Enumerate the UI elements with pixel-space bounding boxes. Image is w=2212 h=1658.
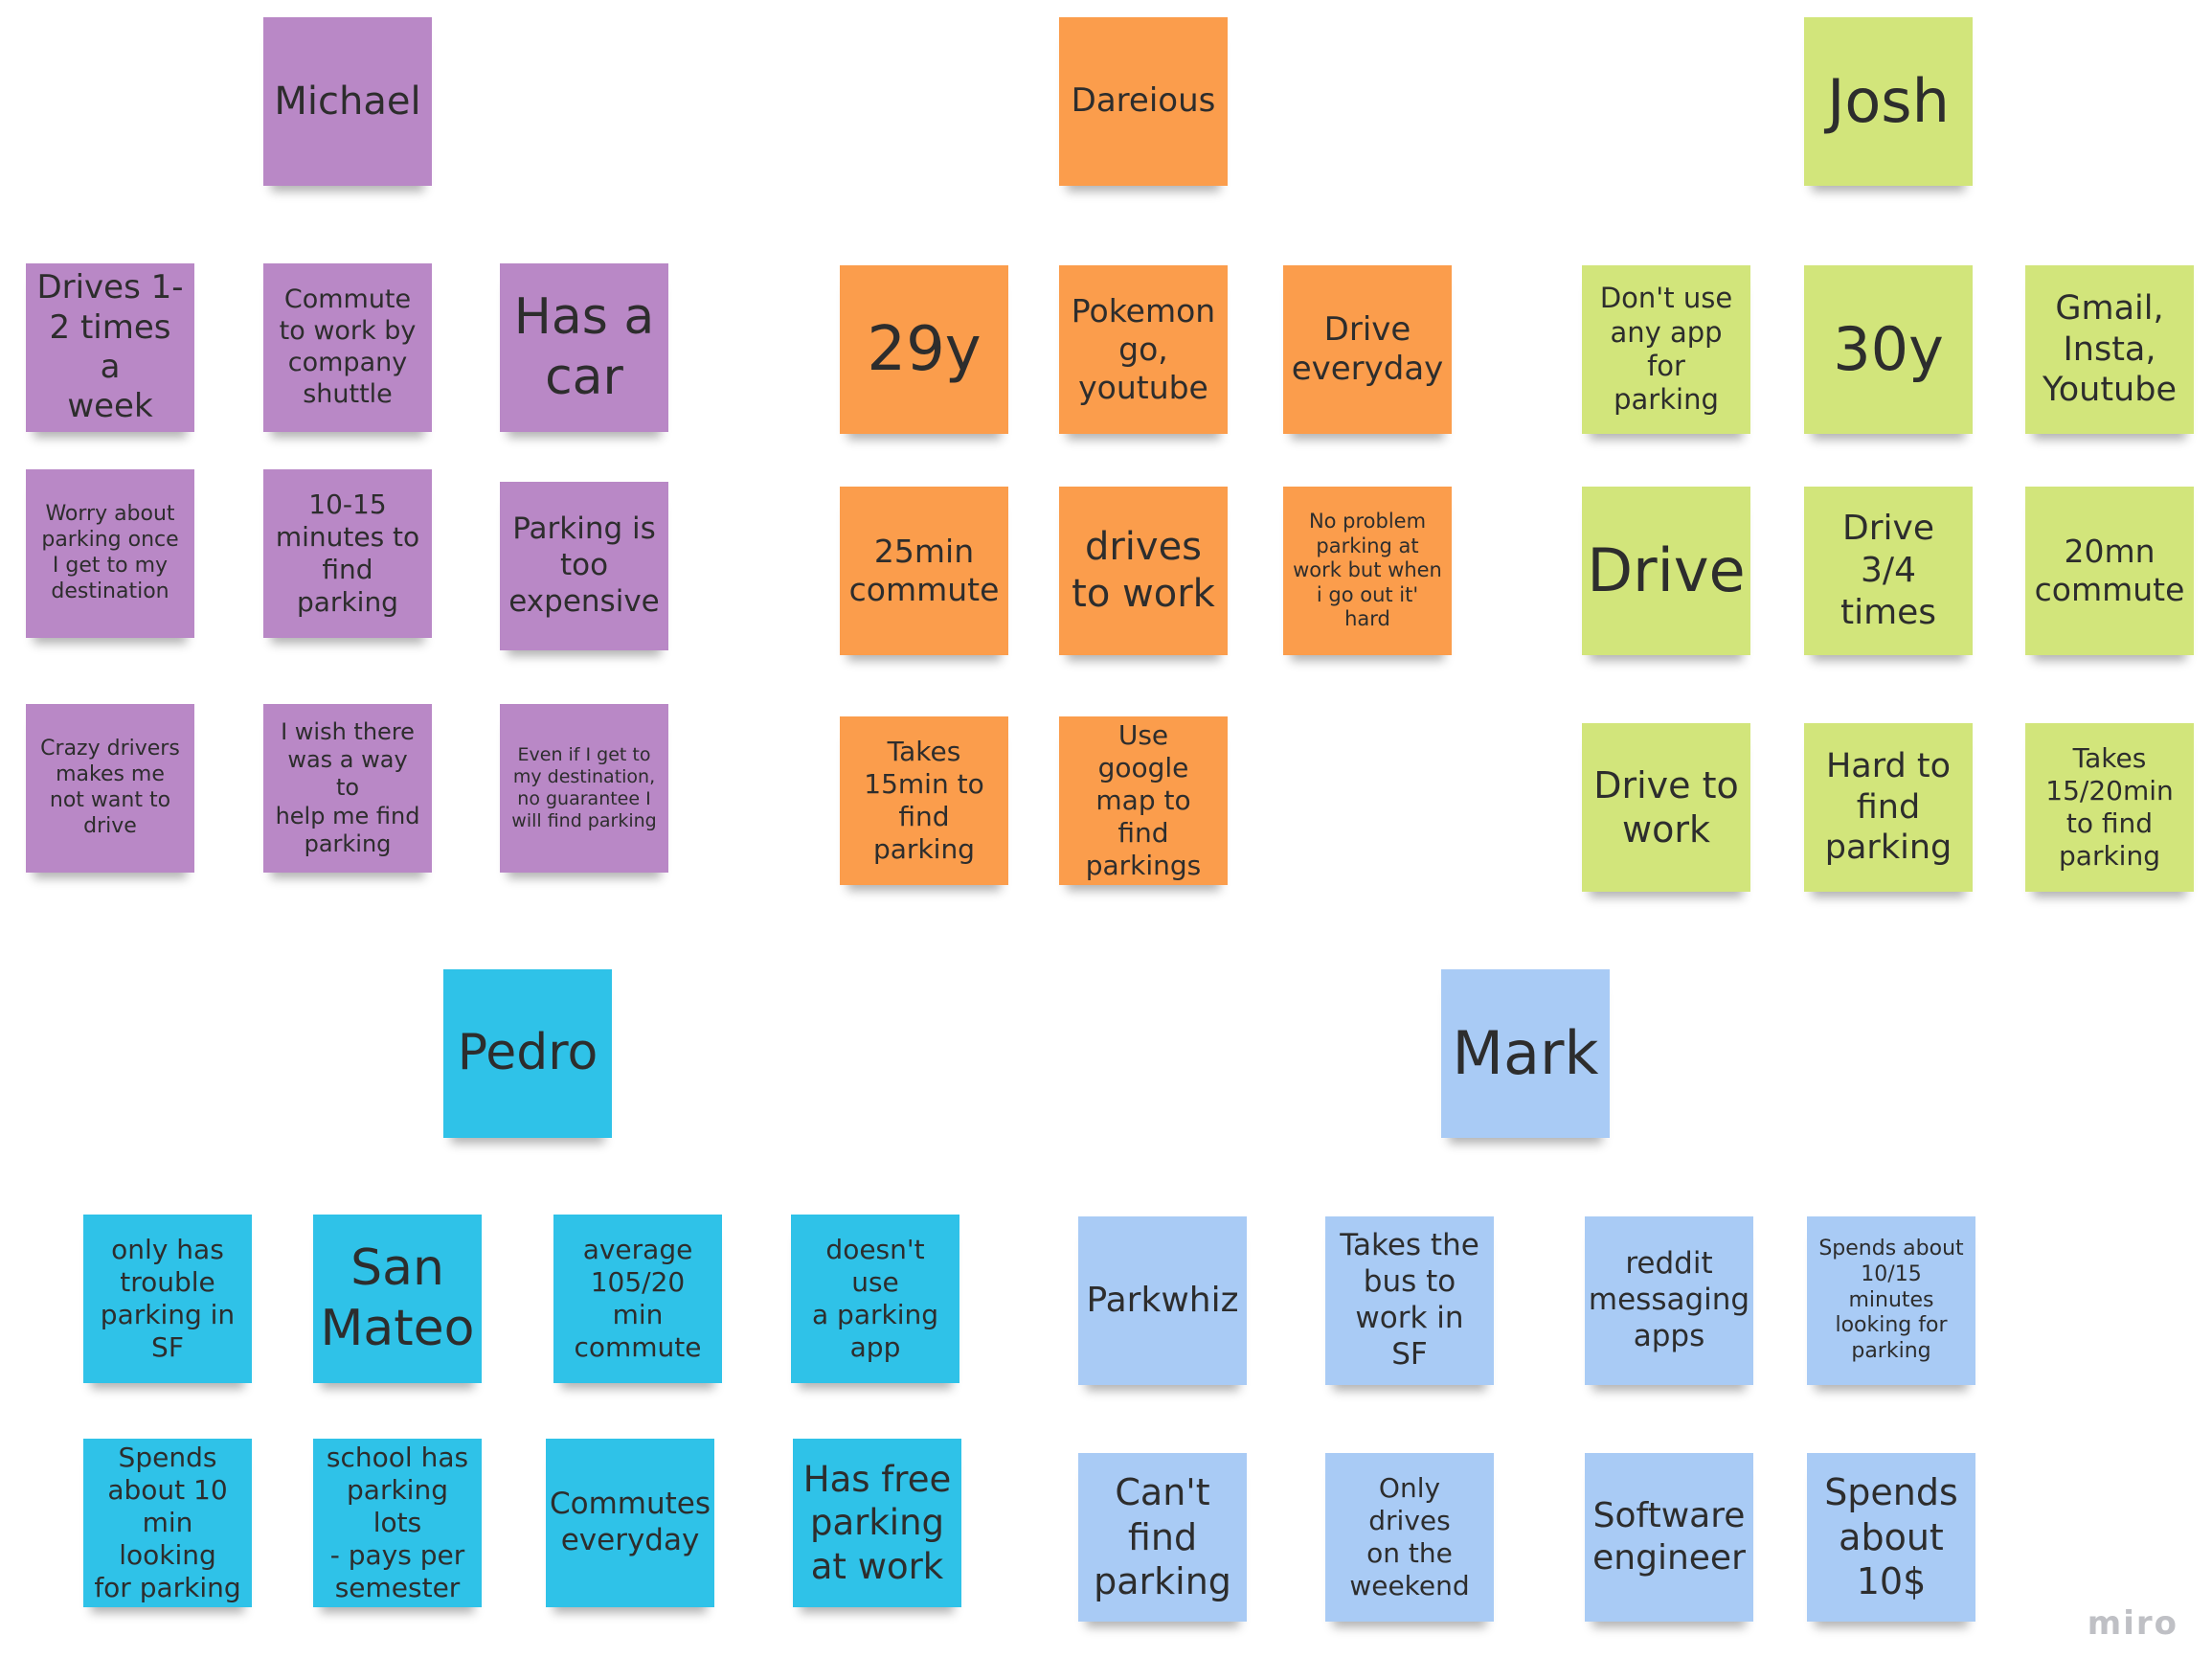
sticky-note-josh[interactable]: 30y <box>1804 265 1973 434</box>
note-text: Drive <box>1587 535 1746 606</box>
note-text: 25min commute <box>848 532 1000 608</box>
note-text: Use google map to find parkings <box>1085 718 1202 882</box>
sticky-note-dareious-header[interactable]: Dareious <box>1059 17 1228 186</box>
sticky-note-josh[interactable]: Takes 15/20min to find parking <box>2025 723 2194 892</box>
sticky-note-michael[interactable]: Crazy drivers makes me not want to drive <box>26 704 194 873</box>
note-text: Commutes everyday <box>549 1487 711 1557</box>
sticky-note-josh[interactable]: Drive to work <box>1582 723 1750 892</box>
sticky-note-dareious[interactable]: Takes 15min to find parking <box>840 716 1008 885</box>
sticky-note-josh[interactable]: Drive <box>1582 487 1750 655</box>
note-text: Mark <box>1452 1018 1599 1089</box>
note-text: I wish there was a way to help me find p… <box>275 717 420 857</box>
sticky-note-mark[interactable]: Only drives on the weekend <box>1325 1453 1494 1622</box>
sticky-note-pedro[interactable]: Commutes everyday <box>546 1439 714 1607</box>
note-text: Drive 3/4 times <box>1840 509 1937 632</box>
sticky-note-michael[interactable]: Even if I get to my destination, no guar… <box>500 704 668 873</box>
note-text: average 105/20 min commute <box>574 1233 702 1364</box>
note-text: Spends about 10/15 minutes looking for p… <box>1818 1236 1964 1364</box>
note-text: Pedro <box>457 1024 598 1082</box>
sticky-note-michael[interactable]: 10-15 minutes to find parking <box>263 469 432 638</box>
sticky-note-michael[interactable]: Drives 1- 2 times a week <box>26 263 194 432</box>
sticky-note-mark[interactable]: Spends about 10$ <box>1807 1453 1975 1622</box>
note-text: Drive to work <box>1593 763 1739 851</box>
sticky-note-mark[interactable]: Spends about 10/15 minutes looking for p… <box>1807 1216 1975 1385</box>
note-text: Can't find parking <box>1094 1471 1231 1603</box>
sticky-note-mark[interactable]: reddit messaging apps <box>1585 1216 1753 1385</box>
sticky-note-josh[interactable]: Hard to find parking <box>1804 723 1973 892</box>
note-text: Josh <box>1827 66 1950 137</box>
note-text: Even if I get to my destination, no guar… <box>511 743 657 832</box>
note-text: Worry about parking once I get to my des… <box>41 502 179 603</box>
sticky-note-josh[interactable]: Gmail, Insta, Youtube <box>2025 265 2194 434</box>
note-text: drives to work <box>1072 525 1215 616</box>
note-text: Takes 15/20min to find parking <box>2045 741 2174 873</box>
note-text: Only drives on the weekend <box>1349 1471 1470 1602</box>
note-text: 30y <box>1833 314 1944 385</box>
note-text: Software engineer <box>1592 1496 1746 1578</box>
note-text: Has a car <box>513 287 655 406</box>
note-text: only has trouble parking in SF <box>100 1233 236 1364</box>
sticky-note-michael[interactable]: Has a car <box>500 263 668 432</box>
sticky-note-josh[interactable]: 20mn commute <box>2025 487 2194 655</box>
note-text: Pokemon go, youtube <box>1071 291 1216 407</box>
note-text: No problem parking at work but when i go… <box>1293 509 1442 631</box>
sticky-note-pedro[interactable]: doesn't use a parking app <box>791 1215 959 1383</box>
sticky-note-mark[interactable]: Software engineer <box>1585 1453 1753 1622</box>
sticky-note-dareious[interactable]: Drive everyday <box>1283 265 1452 434</box>
sticky-note-pedro[interactable]: Has free parking at work <box>793 1439 961 1607</box>
note-text: Michael <box>274 79 421 124</box>
note-text: 29y <box>867 313 982 385</box>
sticky-note-dareious[interactable]: 25min commute <box>840 487 1008 655</box>
note-text: Dareious <box>1071 81 1216 121</box>
sticky-note-mark[interactable]: Can't find parking <box>1078 1453 1247 1622</box>
sticky-note-pedro[interactable]: average 105/20 min commute <box>553 1215 722 1383</box>
sticky-note-dareious[interactable]: Use google map to find parkings <box>1059 716 1228 885</box>
sticky-note-michael-header[interactable]: Michael <box>263 17 432 186</box>
note-text: Crazy drivers makes me not want to drive <box>40 737 180 838</box>
sticky-note-josh-header[interactable]: Josh <box>1804 17 1973 186</box>
sticky-note-mark[interactable]: Takes the bus to work in SF <box>1325 1216 1494 1385</box>
note-text: doesn't use a parking app <box>811 1233 938 1364</box>
note-text: 10-15 minutes to find parking <box>275 488 420 619</box>
sticky-note-michael[interactable]: Worry about parking once I get to my des… <box>26 469 194 638</box>
note-text: Parking is too expensive <box>508 511 660 619</box>
note-text: San Mateo <box>320 1238 475 1357</box>
sticky-note-josh[interactable]: Drive 3/4 times <box>1804 487 1973 655</box>
sticky-note-dareious[interactable]: drives to work <box>1059 487 1228 655</box>
note-text: Drive everyday <box>1291 309 1444 388</box>
sticky-note-dareious[interactable]: Pokemon go, youtube <box>1059 265 1228 434</box>
sticky-note-pedro[interactable]: San Mateo <box>313 1215 482 1383</box>
note-text: Hard to find parking <box>1824 746 1952 868</box>
sticky-note-michael[interactable]: Commute to work by company shuttle <box>263 263 432 432</box>
note-text: Drives 1- 2 times a week <box>36 268 184 426</box>
sticky-note-michael[interactable]: I wish there was a way to help me find p… <box>263 704 432 873</box>
sticky-note-dareious[interactable]: No problem parking at work but when i go… <box>1283 487 1452 655</box>
sticky-note-josh[interactable]: Don't use any app for parking <box>1582 265 1750 434</box>
sticky-note-michael[interactable]: Parking is too expensive <box>500 482 668 650</box>
note-text: Spends about 10$ <box>1824 1471 1958 1603</box>
sticky-note-mark-header[interactable]: Mark <box>1441 969 1610 1138</box>
sticky-note-pedro[interactable]: school has parking lots - pays per semes… <box>313 1439 482 1607</box>
note-text: school has parking lots - pays per semes… <box>326 1441 469 1604</box>
note-text: Gmail, Insta, Youtube <box>2043 288 2177 410</box>
sticky-note-pedro[interactable]: Spends about 10 min looking for parking <box>83 1439 252 1607</box>
note-text: 20mn commute <box>2034 532 2185 608</box>
sticky-note-pedro-header[interactable]: Pedro <box>443 969 612 1138</box>
sticky-note-mark[interactable]: Parkwhiz <box>1078 1216 1247 1385</box>
note-text: Takes the bus to work in SF <box>1340 1228 1479 1372</box>
note-text: Don't use any app for parking <box>1599 282 1733 417</box>
note-text: Parkwhiz <box>1086 1281 1239 1321</box>
note-text: reddit messaging apps <box>1588 1246 1750 1353</box>
miro-watermark-logo: miro <box>2087 1604 2178 1643</box>
note-text: Takes 15min to find parking <box>864 735 984 866</box>
note-text: Spends about 10 min looking for parking <box>94 1441 241 1604</box>
sticky-note-dareious[interactable]: 29y <box>840 265 1008 434</box>
sticky-note-pedro[interactable]: only has trouble parking in SF <box>83 1215 252 1383</box>
note-text: Has free parking at work <box>802 1459 952 1587</box>
note-text: Commute to work by company shuttle <box>279 284 417 409</box>
